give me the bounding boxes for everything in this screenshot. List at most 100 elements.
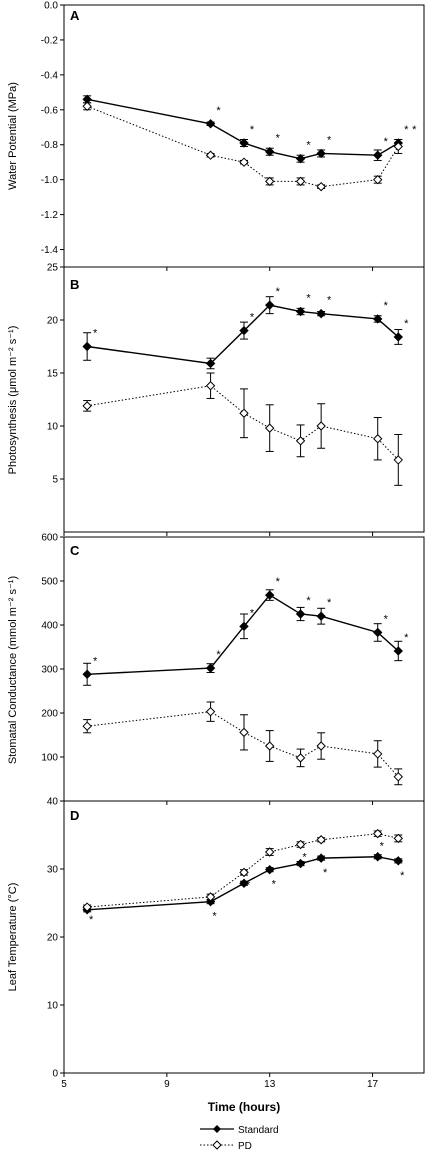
standard-point <box>265 147 275 157</box>
pd-point <box>393 455 403 465</box>
y-tick-label: -1.4 <box>41 245 59 256</box>
panel-a-label: A <box>70 8 80 23</box>
x-axis-title: Time (hours) <box>208 1100 280 1114</box>
legend: Standard PD <box>200 1125 279 1152</box>
panel-a-frame <box>63 4 425 268</box>
y-tick-label: 10 <box>47 1001 59 1012</box>
y-tick-label: 10 <box>47 422 59 433</box>
pd-point <box>295 753 306 763</box>
y-tick-label: 100 <box>41 753 58 764</box>
standard-point <box>295 858 306 869</box>
significance-star: * <box>404 124 409 136</box>
standard-point <box>316 308 326 319</box>
pd-series-line <box>87 833 399 908</box>
significance-star: * <box>327 134 332 146</box>
y-tick-label: 40 <box>47 797 59 808</box>
significance-star: * <box>250 312 255 324</box>
standard-series-line <box>87 304 399 365</box>
significance-star: * <box>323 867 328 879</box>
standard-point <box>205 663 216 673</box>
pd-point <box>373 434 383 444</box>
standard-point <box>239 621 249 632</box>
standard-point <box>373 314 383 324</box>
standard-point <box>239 325 249 336</box>
y-tick-label: 400 <box>41 621 58 632</box>
pd-series-line <box>86 105 399 188</box>
pd-point <box>265 741 275 751</box>
panel-c-frame <box>63 536 425 802</box>
x-tick-label: 13 <box>264 1079 276 1090</box>
standard-point <box>295 306 306 317</box>
significance-star: * <box>216 105 221 117</box>
standard-point <box>316 148 326 159</box>
significance-star: * <box>302 852 307 864</box>
standard-point <box>373 852 383 862</box>
standard-point <box>239 138 249 148</box>
standard-point <box>295 609 306 619</box>
standard-point <box>239 878 249 888</box>
legend-pd-marker <box>212 1140 222 1150</box>
y-tick-label: 30 <box>47 865 59 876</box>
significance-star: * <box>272 879 277 891</box>
panel-d-ylabel: Leaf Temperature (°C) <box>7 883 19 992</box>
standard-point <box>265 590 275 600</box>
significance-star: * <box>212 911 217 923</box>
standard-point <box>82 341 92 352</box>
standard-point <box>373 150 383 160</box>
pd-point <box>265 847 275 857</box>
significance-star: * <box>404 318 409 330</box>
significance-star: * <box>327 295 332 307</box>
y-tick-label: 600 <box>41 533 58 544</box>
y-tick-label: 500 <box>41 577 58 588</box>
pd-point <box>393 772 403 782</box>
pd-point <box>295 839 306 850</box>
y-tick-label: 15 <box>47 369 59 380</box>
pd-point <box>295 176 306 187</box>
panel-b-label: B <box>70 277 79 292</box>
significance-star: * <box>216 649 221 661</box>
legend-standard-label: Standard <box>238 1125 279 1136</box>
standard-point <box>393 332 403 342</box>
pd-point <box>295 436 306 446</box>
x-tick-label: 5 <box>61 1079 67 1090</box>
standard-series-line <box>87 594 399 675</box>
legend-standard-marker <box>213 1125 221 1133</box>
significance-star: * <box>306 293 311 305</box>
pd-point <box>82 101 92 112</box>
significance-star: * <box>412 124 417 136</box>
significance-star: * <box>93 328 98 340</box>
legend-pd-label: PD <box>238 1141 252 1152</box>
panel-d-frame <box>63 800 425 1074</box>
pd-point <box>316 835 326 845</box>
significance-star: * <box>404 632 409 644</box>
x-tick-label: 9 <box>164 1079 170 1090</box>
pd-point <box>265 176 275 187</box>
y-tick-label: -1.2 <box>41 210 59 221</box>
standard-point <box>265 864 275 875</box>
significance-star: * <box>306 140 311 152</box>
pd-point <box>265 423 275 433</box>
y-tick-label: 20 <box>47 316 59 327</box>
pd-point <box>205 150 216 160</box>
pd-point <box>82 401 92 411</box>
panel-c-ylabel: Stomatal Conductance (mmol m⁻² s⁻¹) <box>7 576 19 764</box>
pd-point <box>393 833 403 844</box>
y-tick-label: -1.0 <box>41 175 59 186</box>
standard-point <box>205 358 216 369</box>
y-tick-label: 0 <box>52 1069 58 1080</box>
standard-point <box>373 627 383 638</box>
pd-point <box>239 867 249 878</box>
significance-star: * <box>384 613 389 625</box>
panel-b-ylabel: Photosynthesis (μmol m⁻² s⁻¹) <box>7 326 19 475</box>
significance-star: * <box>250 124 255 136</box>
pd-point <box>239 157 249 167</box>
pd-point <box>393 141 403 152</box>
y-tick-label: 20 <box>47 933 59 944</box>
y-tick-label: 5 <box>52 475 58 486</box>
y-tick-label: -0.6 <box>41 105 59 116</box>
significance-star: * <box>400 870 405 882</box>
standard-series-line <box>87 98 399 160</box>
significance-star: * <box>380 841 385 853</box>
pd-series-line <box>87 711 399 778</box>
